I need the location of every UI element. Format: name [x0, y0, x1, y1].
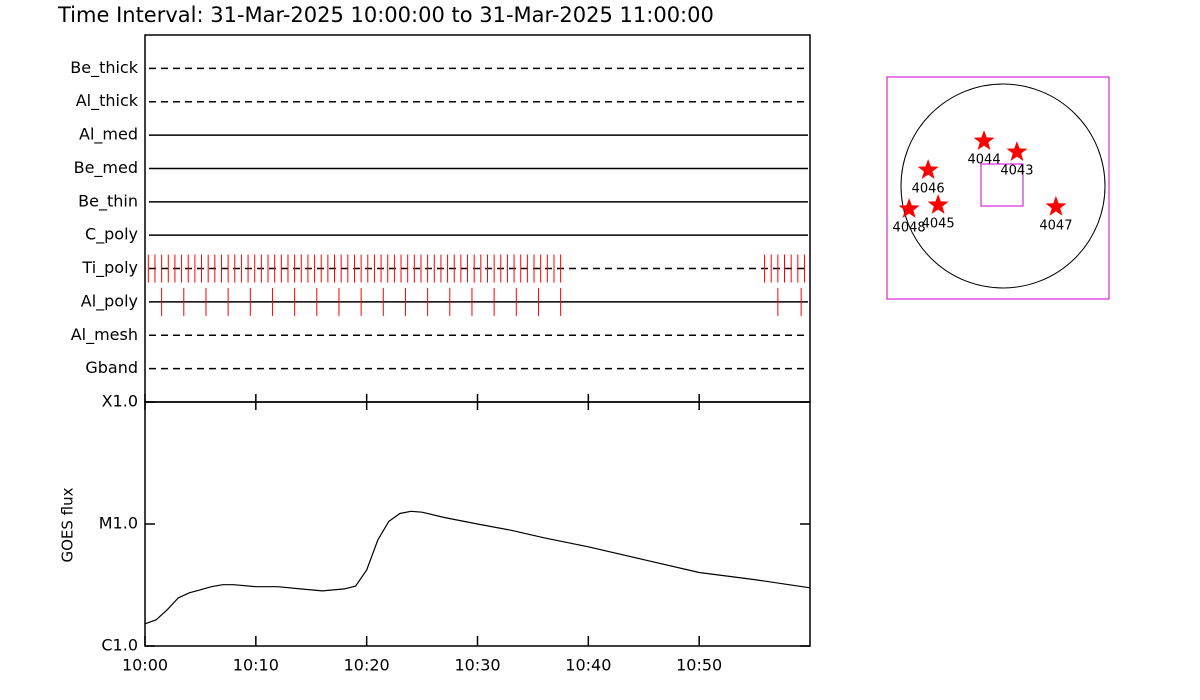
timeline-frame — [144, 34, 811, 403]
x-tick-label: 10:30 — [454, 656, 500, 675]
x-tick-label: 10:00 — [122, 656, 168, 675]
region-star — [1045, 195, 1067, 216]
solar-disk — [900, 83, 1106, 289]
region-star — [1006, 141, 1028, 161]
filter-label: Al_thick — [76, 91, 139, 111]
x-tick-label: 10:50 — [676, 656, 722, 675]
goes-flux-line — [144, 510, 811, 625]
y-tick-label: C1.0 — [101, 636, 138, 655]
region-star — [927, 194, 949, 214]
x-tick-label: 10:20 — [344, 656, 390, 675]
filter-label: Al_poly — [81, 291, 138, 311]
map-frame — [886, 76, 1110, 300]
y-tick-label: X1.0 — [102, 392, 138, 411]
filter-label: Gband — [85, 358, 138, 377]
filter-label: C_poly — [85, 225, 138, 245]
region-label: 4047 — [1039, 218, 1072, 233]
region-label: 4048 — [893, 220, 926, 235]
filter-label: Be_thick — [70, 58, 138, 78]
filter-label: Be_med — [74, 158, 138, 178]
filter-label: Al_mesh — [71, 325, 138, 345]
chart-title: Time Interval: 31-Mar-2025 10:00:00 to 3… — [57, 3, 714, 27]
region-label: 4043 — [1000, 164, 1033, 179]
x-tick-label: 10:40 — [565, 656, 611, 675]
filter-label: Be_thin — [78, 191, 138, 211]
y-axis-label: GOES flux — [59, 487, 77, 562]
filter-label: Al_med — [79, 125, 138, 145]
region-label: 4045 — [922, 217, 955, 232]
region-star — [973, 130, 995, 150]
region-label: 4046 — [912, 182, 945, 197]
filter-label: Ti_poly — [81, 258, 138, 278]
x-tick-label: 10:10 — [233, 656, 279, 675]
region-star — [917, 159, 939, 179]
fov-box — [980, 163, 1024, 207]
region-star — [898, 198, 920, 218]
y-tick-label: M1.0 — [99, 514, 138, 533]
region-label: 4044 — [968, 153, 1001, 168]
